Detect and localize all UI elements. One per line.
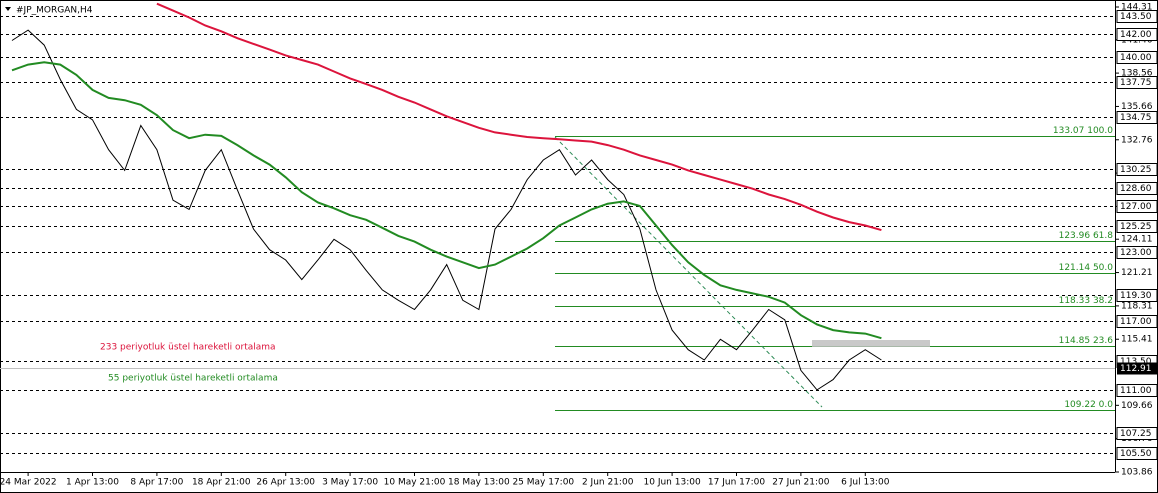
fib-label: 121.14 50.0 <box>1059 263 1114 273</box>
level-box <box>1116 315 1158 328</box>
x-tick-label: 17 Jun 17:00 <box>708 478 765 488</box>
level-label: 105.50 <box>1120 449 1152 459</box>
x-tick-label: 1 Apr 13:00 <box>66 478 119 488</box>
level-box <box>1116 28 1158 41</box>
fib-label: 118.33 38.2 <box>1059 296 1113 306</box>
current-price-label: 112.91 <box>1120 364 1152 374</box>
fib-trend-line <box>554 136 823 408</box>
level-box <box>1116 289 1158 302</box>
series-line <box>156 2 882 232</box>
level-label: 143.50 <box>1120 12 1152 22</box>
x-tick-label: 10 May 21:00 <box>384 478 446 488</box>
level-label: 119.30 <box>1120 291 1152 301</box>
x-tick-label: 10 Jun 13:00 <box>644 478 701 488</box>
level-label: 128.60 <box>1120 184 1152 194</box>
level-box <box>1116 220 1158 233</box>
y-tick-label: 103.86 <box>1121 468 1153 478</box>
highlight-zone <box>812 340 930 347</box>
level-box <box>1116 163 1158 176</box>
y-tick-label: 121.21 <box>1121 268 1153 278</box>
y-tick-label: 135.66 <box>1121 102 1153 112</box>
x-tick-label: 26 Apr 13:00 <box>256 478 315 488</box>
fib-label: 123.96 61.8 <box>1059 231 1114 241</box>
annotation: 233 periyotluk üstel hareketli ortalama <box>100 343 276 353</box>
fib-label: 109.22 0.0 <box>1064 400 1113 410</box>
level-box <box>1116 246 1158 259</box>
level-box <box>1116 76 1158 89</box>
x-tick-label: 18 Apr 21:00 <box>192 478 251 488</box>
series <box>11 29 882 391</box>
x-tick-label: 8 Apr 17:00 <box>130 478 183 488</box>
level-box <box>1116 447 1158 460</box>
level-label: 125.25 <box>1120 222 1152 232</box>
current-price-box <box>1117 362 1157 375</box>
level-label: 111.00 <box>1120 386 1152 396</box>
level-label: 107.25 <box>1120 429 1152 439</box>
level-label: 130.25 <box>1120 165 1152 175</box>
level-box <box>1116 427 1158 440</box>
chart-title: #JP_MORGAN,H4 <box>16 6 93 16</box>
level-box <box>1116 200 1158 213</box>
level-box <box>1116 182 1158 195</box>
annotation: 55 periyotluk üstel hareketli ortalama <box>108 374 278 384</box>
level-label: 137.75 <box>1120 78 1152 88</box>
level-label: 123.00 <box>1120 248 1152 258</box>
series-line <box>11 61 882 340</box>
series-line <box>11 29 882 391</box>
x-tick-label: 18 May 13:00 <box>448 478 510 488</box>
level-box <box>1116 384 1158 397</box>
level-box <box>1116 111 1158 124</box>
x-tick-label: 3 May 17:00 <box>322 478 378 488</box>
y-tick-label: 109.66 <box>1121 401 1153 411</box>
x-tick-label: 25 May 17:00 <box>512 478 574 488</box>
fib-label: 114.85 23.6 <box>1059 336 1114 346</box>
level-label: 113.50 <box>1120 357 1152 367</box>
x-tick-label: 6 Jul 13:00 <box>841 478 890 488</box>
level-label: 127.00 <box>1120 202 1152 212</box>
y-tick-label: 144.31 <box>1121 3 1153 13</box>
y-tick-label: 132.76 <box>1121 135 1153 145</box>
level-label: 142.00 <box>1120 30 1152 40</box>
y-tick-label: 118.31 <box>1121 301 1153 311</box>
x-tick-label: 2 Jun 21:00 <box>582 478 634 488</box>
y-tick-label: 138.56 <box>1121 69 1153 79</box>
level-box <box>1116 10 1158 23</box>
y-tick-label: 115.41 <box>1121 335 1153 345</box>
x-tick-label: 27 Jun 21:00 <box>772 478 829 488</box>
series <box>156 2 882 232</box>
x-tick-label: 24 Mar 2022 <box>0 478 57 488</box>
level-box <box>1116 51 1158 64</box>
menu-icon[interactable] <box>5 7 11 11</box>
series <box>11 61 882 340</box>
level-label: 117.00 <box>1120 317 1152 327</box>
y-tick-label: 124.11 <box>1121 235 1153 245</box>
fib-label: 133.07 100.0 <box>1053 126 1113 136</box>
level-label: 134.75 <box>1120 113 1152 123</box>
level-label: 140.00 <box>1120 53 1152 63</box>
